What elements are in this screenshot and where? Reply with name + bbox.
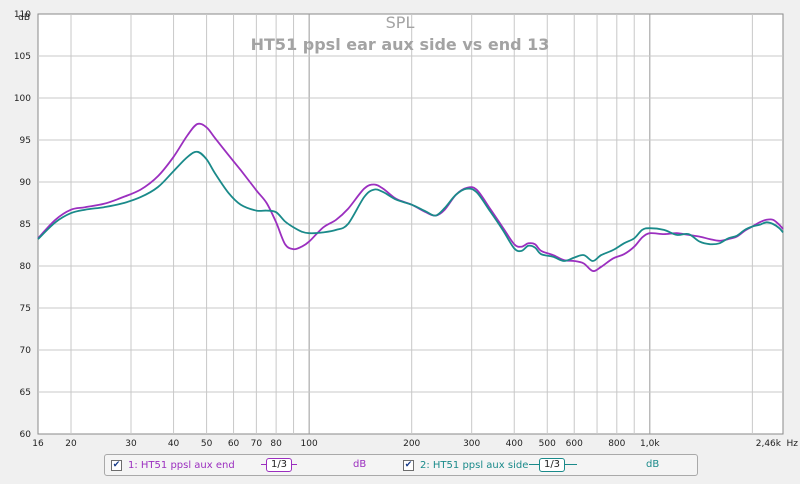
series-lines — [37, 122, 784, 272]
x-tick-label: 2,46k — [756, 439, 782, 449]
series-1-smoothing-button[interactable]: 1/3 — [266, 458, 292, 472]
legend: ✔ 1: HT51 ppsl aux end 1/3 dB ✔ 2: HT51 … — [104, 454, 698, 476]
series-2-unit: dB — [646, 459, 660, 470]
x-tick-label: 100 — [301, 439, 318, 449]
x-tick-label: 1,0k — [640, 439, 660, 449]
series-2-checkbox[interactable]: ✔ — [403, 459, 414, 471]
series-1-label: 1: HT51 ppsl aux end — [128, 459, 235, 471]
x-tick-label: 300 — [463, 439, 480, 449]
x-tick-label: 16 — [32, 439, 44, 449]
series-2-smoothing-button[interactable]: 1/3 — [539, 458, 565, 472]
chart-subtitle: HT51 ppsl ear aux side vs end 13 — [251, 35, 550, 54]
x-tick-label: 40 — [168, 439, 180, 449]
series-2-line — [37, 150, 784, 262]
y-tick-label: 105 — [14, 52, 31, 62]
x-tick-label: 400 — [506, 439, 523, 449]
axis-labels: 60 65 70 75 80 85 90 95 100 105 110 16 20 30 40 50 60 70 8… — [14, 10, 782, 449]
x-tick-label: 60 — [228, 439, 240, 449]
y-tick-label: 95 — [20, 136, 31, 146]
x-tick-label: 500 — [539, 439, 556, 449]
y-tick-label: 80 — [20, 262, 32, 272]
x-tick-label: 200 — [403, 439, 420, 449]
x-tick-label: 20 — [65, 439, 77, 449]
series-2-label: 2: HT51 ppsl aux side — [420, 459, 529, 471]
x-tick-label: 50 — [201, 439, 213, 449]
x-tick-label: 70 — [251, 439, 263, 449]
x-axis-unit: Hz — [787, 439, 799, 449]
y-tick-label: 60 — [20, 430, 32, 440]
y-tick-label: 85 — [20, 220, 31, 230]
y-tick-label: 65 — [20, 388, 31, 398]
y-axis-unit: dB — [18, 13, 30, 23]
x-tick-label: 600 — [566, 439, 583, 449]
y-tick-label: 75 — [20, 304, 31, 314]
series-1-checkbox[interactable]: ✔ — [111, 459, 122, 471]
legend-item-series-2[interactable]: ✔ 2: HT51 ppsl aux side — [403, 455, 528, 475]
x-tick-label: 80 — [270, 439, 282, 449]
x-tick-label: 30 — [125, 439, 137, 449]
y-tick-label: 70 — [20, 346, 32, 356]
chart-title: SPL — [386, 13, 415, 32]
legend-item-series-1[interactable]: ✔ 1: HT51 ppsl aux end — [111, 455, 235, 475]
y-tick-label: 90 — [20, 178, 32, 188]
y-tick-label: 100 — [14, 94, 31, 104]
series-1-unit: dB — [353, 459, 367, 470]
x-tick-label: 800 — [608, 439, 625, 449]
y-tick-label: 110 — [14, 10, 31, 20]
